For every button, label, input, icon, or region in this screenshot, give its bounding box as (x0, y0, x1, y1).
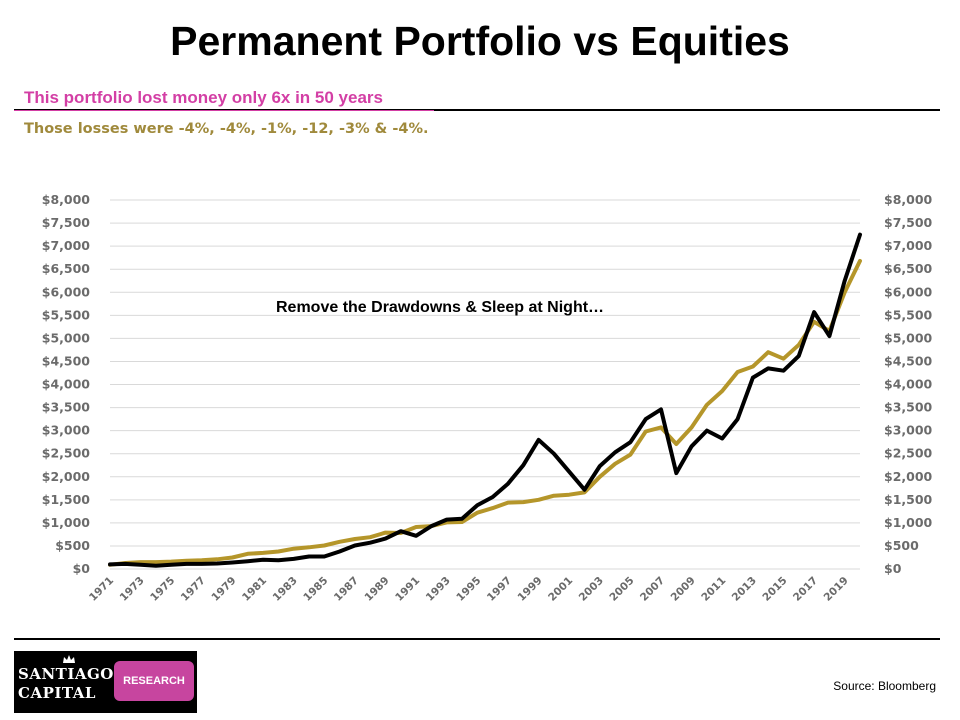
y-tick-label-left: $5,000 (42, 330, 91, 345)
x-tick-label: 1983 (271, 575, 300, 604)
y-tick-label-right: $4,000 (884, 377, 933, 392)
top-divider-accent (14, 110, 434, 111)
top-divider (14, 109, 940, 111)
y-tick-label-left: $8,000 (42, 192, 91, 207)
y-tick-label-right: $4,500 (884, 353, 933, 368)
y-tick-label-right: $7,000 (884, 238, 933, 253)
y-tick-label-left: $1,000 (42, 515, 91, 530)
y-tick-label-right: $6,500 (884, 261, 933, 276)
x-tick-label: 1995 (454, 575, 483, 604)
x-tick-label: 1977 (179, 575, 208, 604)
line-chart: $0 $500 $1,000 $1,500 $2,000 $2,500 $3,000 $3,5… (42, 192, 933, 604)
losses-note: Those losses were -4%, -4%, -1%, -12, -3… (24, 121, 429, 137)
y-tick-label-right: $3,500 (884, 400, 933, 415)
y-tick-label-right: $2,000 (884, 469, 933, 484)
y-tick-label-left: $3,000 (42, 423, 91, 438)
y-tick-label-right: $6,000 (884, 284, 933, 299)
x-tick-label: 1975 (148, 575, 177, 604)
y-tick-label-right: $1,500 (884, 492, 933, 507)
x-tick-label: 2001 (546, 575, 575, 604)
x-tick-label: 2019 (822, 575, 851, 604)
chart-title: Permanent Portfolio vs Equities (170, 18, 790, 64)
y-tick-label-left: $7,000 (42, 238, 91, 253)
x-tick-label: 1991 (393, 575, 422, 604)
x-tick-label: 2011 (699, 575, 728, 604)
gridlines (110, 199, 860, 570)
source-label: Source: Bloomberg (833, 679, 936, 693)
x-tick-label: 2013 (730, 575, 759, 604)
logo-line-2: Capital (18, 684, 96, 702)
y-tick-label-right: $2,500 (884, 446, 933, 461)
x-tick-label: 1987 (332, 575, 361, 604)
y-axis-right: $0 $500 $1,000 $1,500 $2,000 $2,500 $3,000 $3,5… (884, 192, 933, 576)
y-tick-label-left: $2,500 (42, 446, 91, 461)
y-tick-label-right: $5,000 (884, 330, 933, 345)
y-tick-label-left: $4,500 (42, 353, 91, 368)
x-tick-label: 1997 (485, 575, 514, 604)
y-tick-label-left: $5,500 (42, 307, 91, 322)
y-tick-label-right: $7,500 (884, 215, 933, 230)
x-tick-label: 1985 (301, 575, 330, 604)
chart-area: $0 $500 $1,000 $1,500 $2,000 $2,500 $3,000 $3,5… (0, 180, 960, 620)
x-axis: 1971 1973 1975 1977 1979 1981 1983 1985 1987 1989… (87, 575, 851, 604)
y-tick-label-right: $500 (884, 538, 919, 553)
series-line-black (108, 232, 862, 568)
x-tick-label: 2017 (791, 575, 820, 604)
x-tick-label: 2007 (638, 575, 667, 604)
y-tick-label-left: $6,500 (42, 261, 91, 276)
y-axis-left: $0 $500 $1,000 $1,500 $2,000 $2,500 $3,000 $3,5… (42, 192, 91, 576)
chart-subtitle: This portfolio lost money only 6x in 50 … (24, 88, 383, 107)
bottom-divider (14, 638, 940, 640)
series-lines (108, 232, 862, 568)
y-tick-label-left: $1,500 (42, 492, 91, 507)
x-tick-label: 2015 (760, 575, 789, 604)
y-tick-label-left: $0 (73, 561, 91, 576)
x-tick-label: 1993 (424, 575, 453, 604)
x-tick-label: 1989 (362, 575, 391, 604)
x-tick-label: 2005 (607, 575, 636, 604)
y-tick-label-left: $3,500 (42, 400, 91, 415)
y-tick-label-left: $500 (55, 538, 90, 553)
x-tick-label: 1971 (87, 575, 116, 604)
y-tick-label-left: $4,000 (42, 377, 91, 392)
y-tick-label-right: $0 (884, 561, 902, 576)
x-tick-label: 1981 (240, 575, 269, 604)
santiago-capital-logo: Santiago Capital RESEARCH (14, 651, 197, 713)
x-tick-label: 1979 (209, 575, 238, 604)
logo-line-1: Santiago (18, 665, 114, 683)
y-tick-label-right: $1,000 (884, 515, 933, 530)
x-tick-label: 2009 (669, 575, 698, 604)
y-tick-label-left: $6,000 (42, 284, 91, 299)
research-badge: RESEARCH (114, 661, 194, 701)
x-tick-label: 1999 (516, 575, 545, 604)
y-tick-label-right: $3,000 (884, 423, 933, 438)
series-line-gold (108, 258, 862, 567)
y-tick-label-right: $5,500 (884, 307, 933, 322)
logo-wordmark: Santiago Capital (18, 665, 114, 703)
chart-annotation: Remove the Drawdowns & Sleep at Night… (276, 299, 604, 316)
crown-icon (63, 655, 75, 663)
y-tick-label-right: $8,000 (884, 192, 933, 207)
x-tick-label: 2003 (577, 575, 606, 604)
y-tick-label-left: $2,000 (42, 469, 91, 484)
y-tick-label-left: $7,500 (42, 215, 91, 230)
x-tick-label: 1973 (118, 575, 147, 604)
